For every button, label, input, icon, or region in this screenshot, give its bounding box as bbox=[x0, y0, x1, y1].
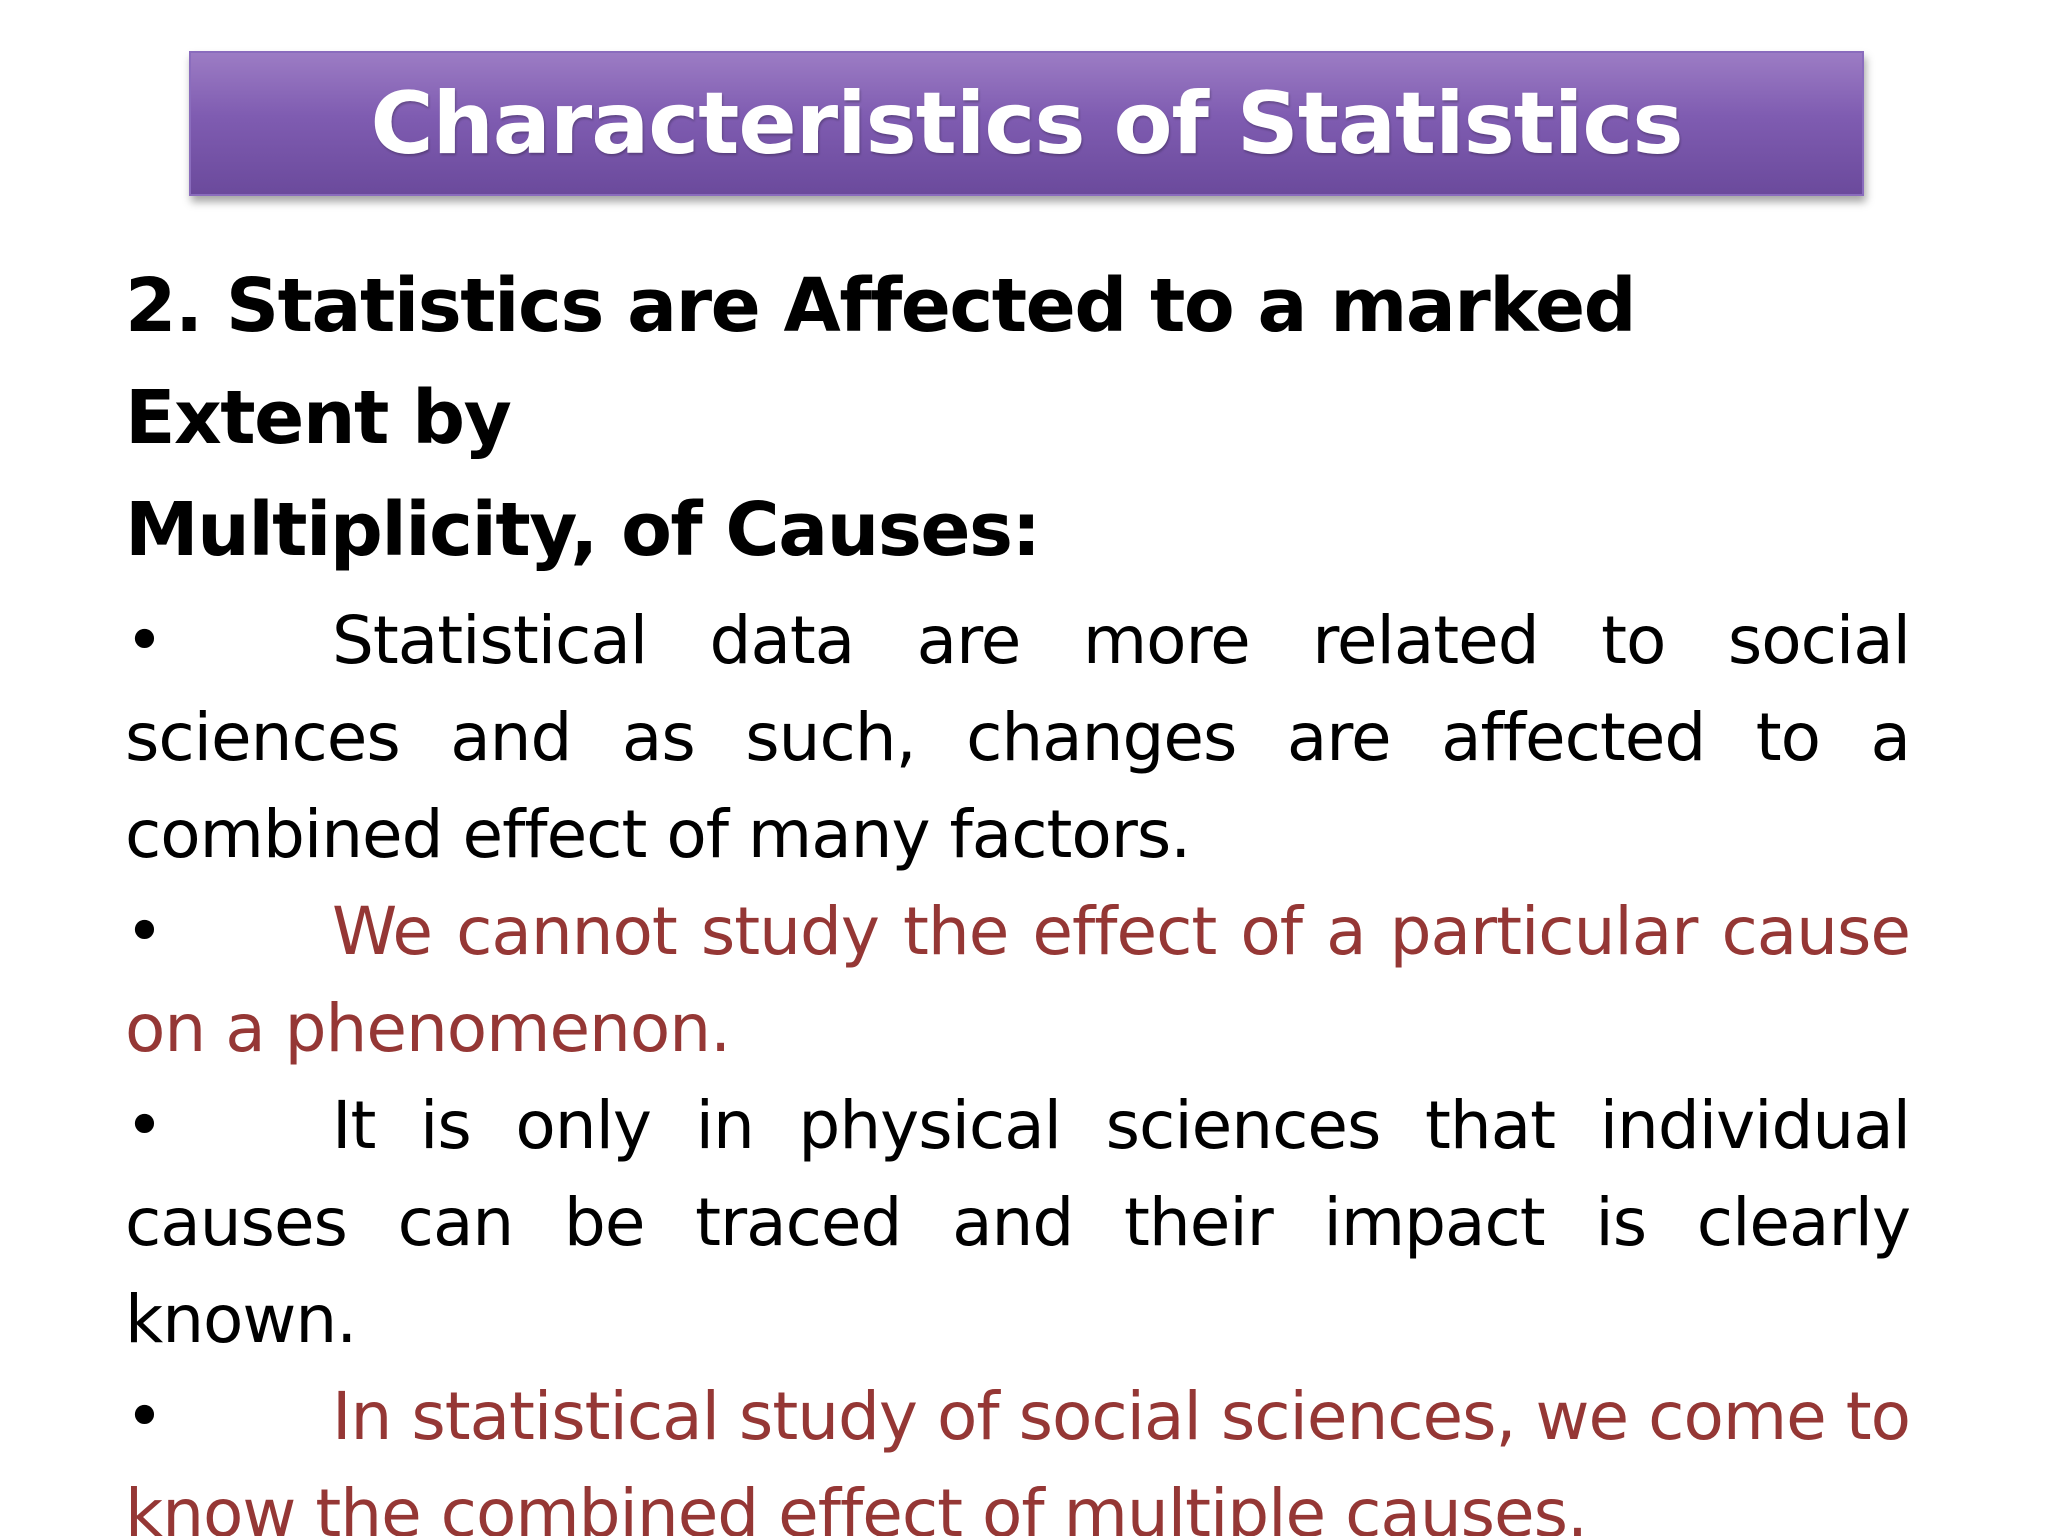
bullet-text: In statistical study of social sciences,… bbox=[125, 1378, 1911, 1536]
heading-line-2: Multiplicity, of Causes: bbox=[125, 487, 1041, 573]
bullet-dot-icon: • bbox=[125, 893, 164, 970]
title-banner: Characteristics of Statistics bbox=[189, 51, 1864, 196]
bullet-text: Statistical data are more related to soc… bbox=[125, 602, 1911, 873]
heading-line-1: 2. Statistics are Affected to a marked E… bbox=[125, 263, 1637, 461]
bullet-item: • Statistical data are more related to so… bbox=[125, 592, 1911, 883]
slide-title: Characteristics of Statistics bbox=[370, 73, 1683, 174]
bullet-dot-icon: • bbox=[125, 1378, 164, 1455]
slide-body: 2. Statistics are Affected to a marked E… bbox=[125, 250, 1911, 1536]
bullet-text: We cannot study the effect of a particul… bbox=[125, 893, 1911, 1067]
bullet-dot-icon: • bbox=[125, 1087, 164, 1164]
section-heading: 2. Statistics are Affected to a marked E… bbox=[125, 250, 1910, 586]
bullet-text: It is only in physical sciences that ind… bbox=[125, 1087, 1911, 1358]
bullet-item: • We cannot study the effect of a particu… bbox=[125, 883, 1911, 1077]
bullet-dot-icon: • bbox=[125, 602, 164, 679]
bullet-item: • It is only in physical sciences that in… bbox=[125, 1077, 1911, 1368]
bullet-item: • In statistical study of social sciences… bbox=[125, 1368, 1911, 1536]
